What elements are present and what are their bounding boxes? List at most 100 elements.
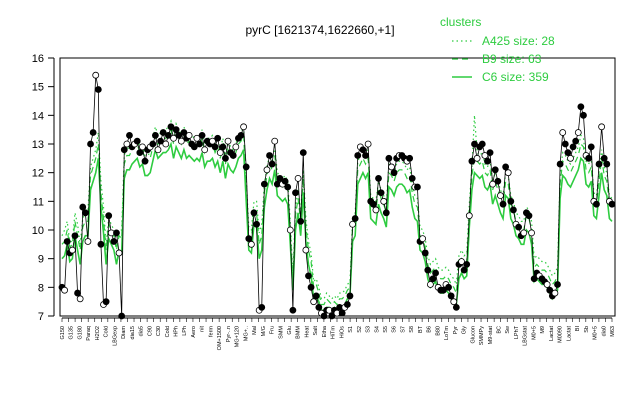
data-point: [219, 143, 227, 151]
data-point: [580, 111, 587, 119]
x-tick-label: LBGstat: [523, 326, 529, 346]
data-point: [564, 149, 572, 157]
data-point: [556, 160, 564, 168]
data-point: [149, 140, 157, 148]
x-tick-label: G180: [77, 326, 83, 339]
data-point: [603, 160, 611, 168]
data-point: [110, 238, 118, 245]
legend-title: clusters: [440, 15, 481, 29]
data-point: [504, 169, 512, 177]
x-tick-label: Cold: [165, 326, 171, 337]
data-point: [307, 283, 315, 291]
data-point: [338, 309, 346, 317]
data-point: [349, 220, 356, 228]
data-point: [406, 154, 414, 162]
data-point: [364, 140, 372, 148]
x-tick-label: dia15: [130, 326, 136, 339]
x-tick-label: ferm: [208, 326, 214, 337]
x-tick-label: C30: [156, 326, 162, 336]
y-tick-label: 15: [32, 82, 44, 94]
data-point: [284, 183, 292, 191]
y-axis: 7 8 9 10 11 12 13 14 15 16: [32, 53, 55, 323]
data-point: [224, 137, 232, 145]
data-point: [123, 140, 131, 148]
data-point: [312, 292, 320, 300]
data-point: [528, 229, 535, 237]
legend-entry-3: C6 size: 359: [482, 70, 549, 84]
x-tick-label: Sw: [505, 326, 511, 334]
x-tick-label: HPh: [173, 326, 179, 337]
data-point: [157, 137, 164, 145]
data-point: [458, 258, 465, 265]
x-tick-label: MG+..: [243, 326, 249, 342]
data-point: [447, 292, 455, 300]
data-point: [497, 192, 504, 200]
data-point: [484, 157, 491, 165]
x-tick-label: Salt: [313, 326, 319, 336]
data-point: [209, 137, 216, 145]
data-point: [242, 163, 250, 171]
data-point: [232, 143, 240, 151]
x-tick-label: S8: [409, 326, 415, 333]
x-tick-label: nit: [200, 326, 206, 332]
data-point: [92, 71, 100, 79]
data-point: [87, 140, 94, 148]
data-point: [569, 143, 577, 151]
x-tick-label: LBGexp: [112, 326, 118, 346]
data-point: [408, 174, 416, 182]
y-tick-label: 11: [33, 196, 44, 208]
data-point: [432, 269, 439, 277]
data-point: [465, 212, 473, 220]
data-point: [237, 131, 245, 139]
data-point: [375, 174, 382, 182]
x-tick-label: Sb: [584, 326, 590, 333]
data-point: [460, 266, 468, 274]
data-point: [574, 129, 582, 136]
x-tick-label: Fru: [270, 326, 276, 334]
data-point: [151, 131, 159, 139]
data-point: [294, 174, 302, 182]
data-point: [468, 157, 476, 165]
x-tick-label: Lactat: [549, 326, 555, 341]
data-point: [421, 249, 429, 257]
legend-entry-1: A425 size: 28: [482, 34, 555, 48]
data-point: [118, 312, 126, 320]
data-point: [369, 200, 377, 208]
x-tick-label: M/G: [261, 326, 267, 336]
data-point: [175, 131, 183, 139]
x-tick-label: S5: [383, 326, 389, 333]
data-point: [595, 160, 603, 168]
data-point: [102, 298, 110, 306]
data-point: [276, 174, 284, 182]
data-point: [94, 86, 102, 93]
data-point: [491, 166, 499, 174]
data-point: [120, 146, 128, 154]
chart-title: pyrC [1621374,1622660,+1]: [245, 23, 394, 37]
data-point: [141, 157, 149, 165]
data-point: [445, 283, 452, 291]
data-point: [97, 240, 105, 248]
data-point: [126, 131, 133, 139]
data-point: [372, 206, 380, 214]
data-point: [105, 212, 113, 220]
y-tick-label: 14: [32, 110, 44, 122]
data-point: [419, 235, 427, 243]
data-point: [76, 295, 84, 303]
data-point: [164, 131, 172, 139]
x-tick-label: BT: [418, 325, 424, 333]
x-tick-label: BI: [575, 326, 581, 332]
x-tick-label: BC: [497, 326, 503, 334]
legend: clusters A425 size: 28 B9 size: 63 C6 size…: [440, 15, 555, 84]
x-tick-label: Aero: [191, 326, 197, 338]
data-point: [351, 215, 359, 222]
series-line-3: [61, 141, 613, 312]
data-point: [424, 266, 432, 274]
data-point: [167, 123, 175, 131]
data-point: [551, 289, 559, 297]
data-point: [229, 152, 237, 159]
data-point: [439, 286, 447, 294]
x-tick-label: M0+5: [593, 326, 599, 340]
y-tick-label: 16: [32, 53, 44, 65]
x-tick-label: HiTm: [331, 326, 337, 340]
data-point: [245, 235, 253, 243]
